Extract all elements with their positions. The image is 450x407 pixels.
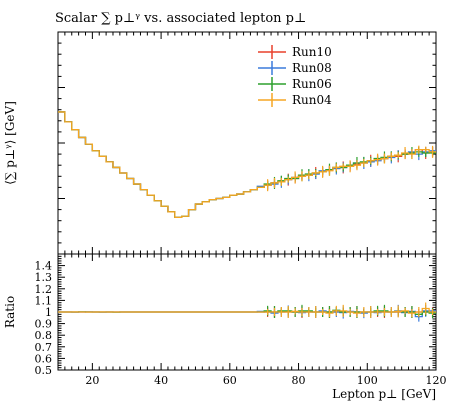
series-line-run10 [58, 111, 436, 219]
ratio-tick-label: 0.5 [35, 364, 53, 377]
x-tick-label: 120 [426, 374, 447, 387]
ratio-tick-label: 1.3 [35, 271, 53, 284]
ratio-ticks [57, 253, 437, 371]
x-tick-label: 40 [154, 374, 168, 387]
ratio-tick-label: 1.1 [35, 294, 53, 307]
ratio-axis-label: Ratio [3, 296, 17, 328]
legend: Run10 Run08 Run06 Run04 [258, 45, 332, 107]
legend-label: Run10 [292, 45, 332, 59]
x-tick-label: 80 [292, 374, 306, 387]
ratio-tick-labels: 0.50.60.70.80.911.11.21.31.4 [35, 260, 53, 377]
legend-label: Run04 [292, 93, 332, 107]
ratio-tick-label: 0.9 [35, 318, 53, 331]
ratio-series [58, 302, 436, 322]
ratio-line-run04 [58, 307, 436, 314]
x-tick-labels: 20 40 60 80 100 120 [85, 374, 446, 387]
series-line-run08 [58, 111, 436, 219]
main-series [58, 111, 436, 219]
x-tick-label: 60 [223, 374, 237, 387]
ratio-tick-label: 0.7 [35, 341, 53, 354]
ratio-tick-label: 1 [45, 306, 52, 319]
chart-title: Scalar ∑ p⊥ᵞ vs. associated lepton p⊥ [55, 11, 306, 26]
ratio-tick-label: 0.8 [35, 329, 53, 342]
x-axis-label: Lepton p⊥ [GeV] [332, 387, 436, 401]
legend-label: Run06 [292, 77, 332, 91]
legend-label: Run08 [292, 61, 332, 75]
ratio-tick-label: 0.6 [35, 352, 53, 365]
x-tick-label: 20 [85, 374, 99, 387]
main-panel-frame [57, 31, 437, 255]
x-tick-label: 100 [357, 374, 378, 387]
main-ticks [57, 31, 437, 255]
y-axis-label: ⟨∑ p⊥ᵞ⟩ [GeV] [3, 101, 17, 185]
series-line-run04 [58, 111, 436, 219]
ratio-tick-label: 1.4 [35, 260, 53, 273]
ratio-tick-label: 1.2 [35, 283, 53, 296]
series-line-run06 [58, 111, 436, 219]
